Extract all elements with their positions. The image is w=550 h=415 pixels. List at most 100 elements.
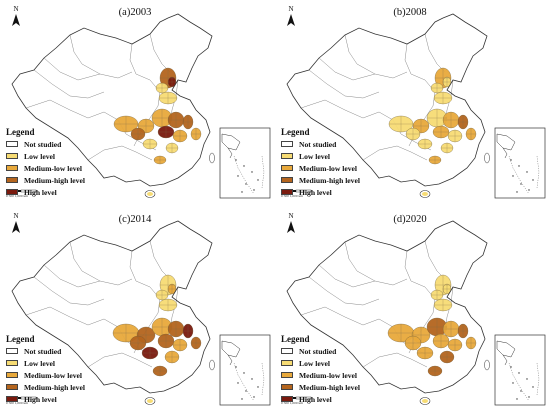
country-outline bbox=[286, 220, 488, 394]
hainan-region bbox=[147, 399, 153, 403]
map-canvas bbox=[6, 220, 271, 406]
north-arrow-icon bbox=[12, 14, 20, 26]
scale-bar bbox=[295, 189, 312, 193]
province-boundary-line bbox=[33, 69, 105, 99]
legend-item-not-studied: Not studied bbox=[6, 138, 85, 150]
north-arrow-icon: N bbox=[285, 212, 297, 220]
region-subdivision bbox=[443, 77, 451, 87]
map-panel-2008: (b)2008 N Legend Not studied Low level M… bbox=[275, 0, 550, 207]
country-outline bbox=[11, 13, 213, 187]
legend-item-not-studied: Not studied bbox=[281, 138, 360, 150]
region-subdivision bbox=[388, 324, 414, 342]
region-subdivision bbox=[412, 327, 430, 343]
region-subdivision bbox=[142, 347, 158, 359]
inset-island bbox=[532, 179, 534, 181]
legend-item-medium-low: Medium-low level bbox=[281, 162, 360, 174]
province-boundary-line bbox=[43, 57, 133, 81]
region-subdivision bbox=[429, 156, 441, 164]
region-subdivision bbox=[441, 143, 453, 153]
legend-item-low: Low level bbox=[6, 357, 85, 369]
inset-island bbox=[512, 175, 514, 177]
north-label: N bbox=[288, 212, 294, 220]
panel-title: (a)2003 bbox=[118, 7, 152, 18]
legend-item-low: Low level bbox=[281, 357, 360, 369]
region-subdivision bbox=[168, 284, 176, 294]
map-panel-2020: (d)2020 N Legend Not studied Low level M… bbox=[275, 207, 550, 414]
legend-item-not-studied: Not studied bbox=[6, 345, 85, 357]
legend-item-medium-high: Medium-high level bbox=[6, 174, 85, 186]
legend-title: Legend bbox=[6, 334, 35, 344]
north-arrow-icon bbox=[12, 221, 20, 233]
legend-title: Legend bbox=[281, 334, 310, 344]
north-label: N bbox=[13, 212, 19, 220]
province-boundary-line bbox=[69, 34, 101, 75]
region-subdivision bbox=[435, 275, 451, 295]
region-subdivision bbox=[191, 128, 201, 140]
region-subdivision bbox=[158, 334, 174, 348]
legend-item-not-studied: Not studied bbox=[281, 345, 360, 357]
inset-island bbox=[526, 171, 528, 173]
inset-island bbox=[237, 382, 239, 384]
province-boundary-line bbox=[362, 352, 428, 368]
inset-island bbox=[235, 159, 237, 161]
map-panel-2003: (a)2003 N Legend Not studied Low level M… bbox=[0, 0, 275, 207]
inset-island bbox=[241, 398, 243, 400]
province-boundary-line bbox=[308, 276, 380, 306]
province-boundary-line bbox=[404, 250, 436, 300]
inset-island bbox=[253, 189, 255, 191]
province-boundary-line bbox=[25, 99, 105, 119]
taiwan-island bbox=[209, 359, 215, 371]
inset-island bbox=[528, 189, 530, 191]
legend-item-medium-low: Medium-low level bbox=[281, 369, 360, 381]
inset-boundary bbox=[508, 155, 540, 195]
inset-boundary bbox=[233, 362, 265, 402]
inset-island bbox=[510, 366, 512, 368]
inset-island bbox=[518, 372, 520, 374]
region-subdivision bbox=[137, 327, 155, 343]
province-boundary-line bbox=[318, 57, 408, 81]
region-subdivision bbox=[389, 116, 413, 132]
region-subdivision bbox=[413, 119, 429, 133]
region-subdivision bbox=[143, 139, 157, 149]
region-subdivision bbox=[159, 299, 177, 311]
region-subdivision bbox=[152, 318, 172, 336]
south-china-sea-inset bbox=[219, 334, 271, 406]
north-arrow-icon bbox=[287, 14, 295, 26]
inset-island bbox=[526, 378, 528, 380]
inset-boundary bbox=[233, 155, 265, 195]
province-boundary-line bbox=[404, 43, 436, 93]
region-subdivision bbox=[427, 109, 447, 127]
taiwan-island bbox=[484, 152, 490, 164]
legend-item-high: High level bbox=[281, 186, 360, 198]
region-subdivision bbox=[191, 337, 201, 349]
inset-boundary bbox=[508, 362, 540, 402]
north-arrow-icon: N bbox=[285, 5, 297, 13]
inset-island bbox=[520, 390, 522, 392]
inset-island bbox=[245, 183, 247, 185]
legend-item-high: High level bbox=[6, 393, 85, 405]
province-boundary-line bbox=[129, 43, 161, 93]
region-subdivision bbox=[427, 318, 447, 336]
legend-item-medium-high: Medium-high level bbox=[281, 381, 360, 393]
region-subdivision bbox=[434, 92, 452, 104]
legend-title: Legend bbox=[281, 127, 310, 137]
province-boundary-line bbox=[344, 241, 376, 282]
region-subdivision bbox=[152, 109, 172, 127]
taiwan-island bbox=[209, 152, 215, 164]
region-subdivision bbox=[435, 68, 451, 88]
inset-coast bbox=[221, 340, 241, 358]
scale-bar-label: 0 500 1,000 km bbox=[6, 401, 28, 405]
inset-island bbox=[257, 386, 259, 388]
region-subdivision bbox=[131, 128, 145, 140]
region-subdivision bbox=[458, 115, 468, 129]
province-boundary-line bbox=[344, 34, 376, 75]
province-boundary-line bbox=[308, 69, 380, 99]
inset-island bbox=[241, 191, 243, 193]
region-subdivision bbox=[158, 126, 174, 138]
south-china-sea-inset bbox=[494, 334, 546, 406]
panel-title: (c)2014 bbox=[118, 214, 152, 225]
hainan-region bbox=[422, 192, 428, 196]
panel-title: (d)2020 bbox=[393, 214, 427, 225]
province-boundary-line bbox=[300, 99, 380, 119]
region-subdivision bbox=[433, 334, 449, 348]
